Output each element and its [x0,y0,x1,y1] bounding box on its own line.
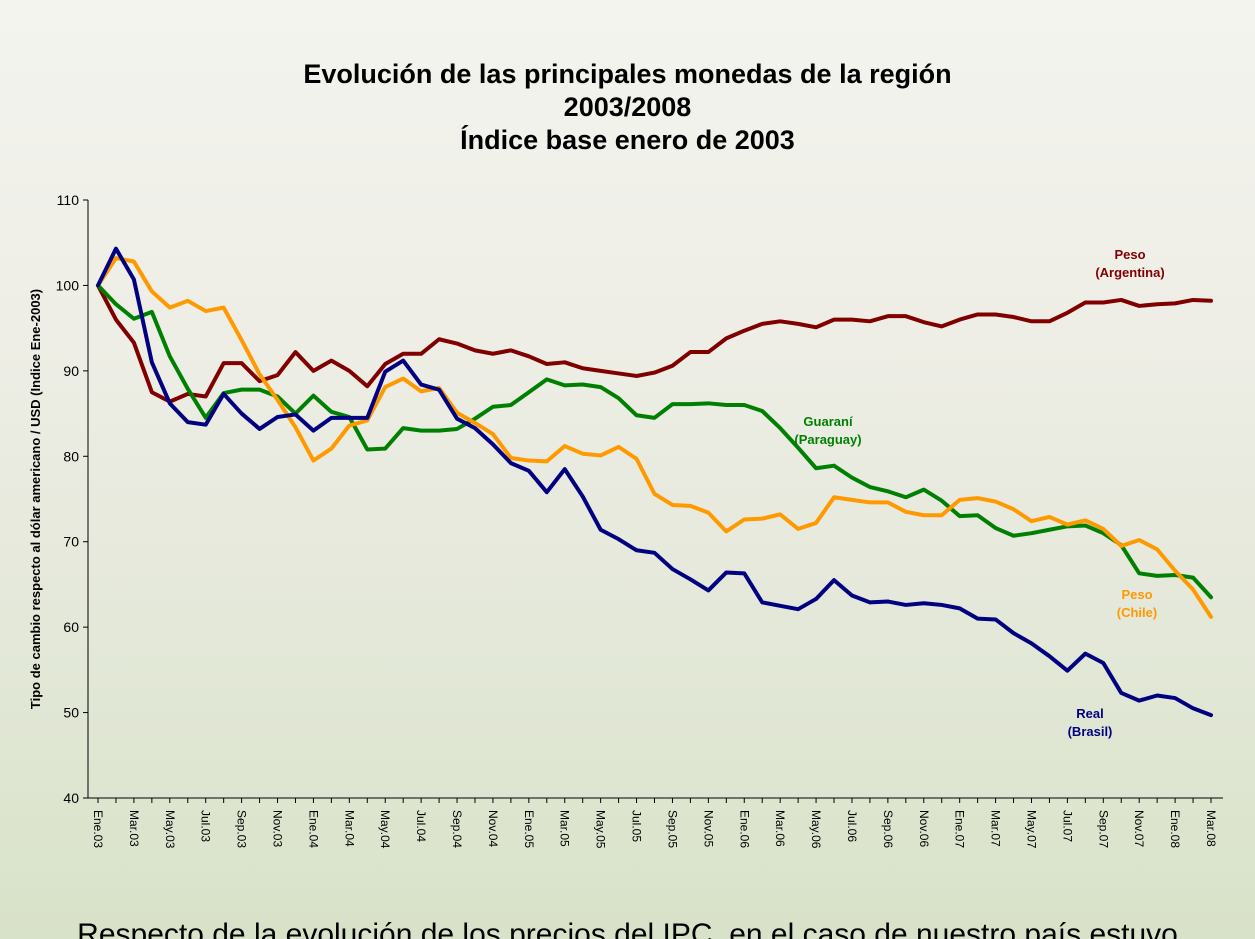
x-tick-label: Jul.03 [199,810,213,842]
x-tick-label: May.06 [809,810,823,849]
x-tick-label: Nov.07 [1132,810,1146,847]
series-label: Real (Brasil) [1067,706,1113,739]
series-label: Peso (Chile) [1116,587,1158,620]
x-tick-label: Jul.04 [414,810,428,842]
x-tick-label: Ene.03 [91,810,105,848]
chart-title: Evolución de las principales monedas de … [303,59,952,155]
x-tick-label: Ene.05 [522,810,536,848]
x-tick-label: Mar.04 [342,810,356,847]
y-tick-label: 110 [57,192,80,208]
x-tick-label: Mar.07 [989,810,1003,847]
x-tick-label: May.03 [163,810,177,849]
series-line [96,283,1213,404]
x-tick-label: May.07 [1024,810,1038,849]
y-tick-label: 50 [63,705,79,721]
x-tick-label: May.04 [378,810,392,849]
y-axis-title: Tipo de cambio respecto al dólar america… [28,289,43,709]
footer-text: Respecto de la evolución de los precios … [77,918,1178,939]
y-tick-label: 90 [63,363,79,379]
x-tick-label: Mar.08 [1204,810,1218,847]
x-tick-label: Sep.04 [450,810,464,848]
y-tick-label: 70 [63,534,79,550]
x-tick-label: Ene.04 [306,810,320,848]
series-line [96,283,1213,600]
x-tick-label: Jul.07 [1060,810,1074,842]
y-tick-label: 60 [63,619,79,635]
x-tick-label: Mar.06 [773,810,787,847]
x-tick-label: Mar.05 [558,810,572,847]
x-tick-label: Nov.04 [486,810,500,847]
x-tick-label: Nov.06 [917,810,931,847]
x-tick-label: May.05 [594,810,608,849]
x-tick-label: Sep.06 [881,810,895,848]
y-tick-label: 100 [56,277,80,293]
x-tick-label: Ene.07 [953,810,967,848]
x-tick-label: Sep.07 [1096,810,1110,848]
x-tick-label: Jul.05 [630,810,644,842]
series-label: Peso (Argentina) [1095,247,1165,280]
x-tick-label: Nov.05 [701,810,715,847]
x-tick-label: Nov.03 [271,810,285,847]
x-tick-label: Sep.05 [665,810,679,848]
x-tick-label: Sep.03 [235,810,249,848]
x-tick-label: Mar.03 [127,810,141,847]
series-line [96,246,1213,718]
y-tick-label: 80 [63,448,79,464]
series-line [96,256,1213,619]
y-tick-label: 40 [63,790,79,806]
series-label: Guaraní (Paraguay) [794,414,862,447]
x-tick-label: Ene.08 [1168,810,1182,848]
x-tick-label: Jul.06 [845,810,859,842]
x-tick-label: Ene.06 [737,810,751,848]
